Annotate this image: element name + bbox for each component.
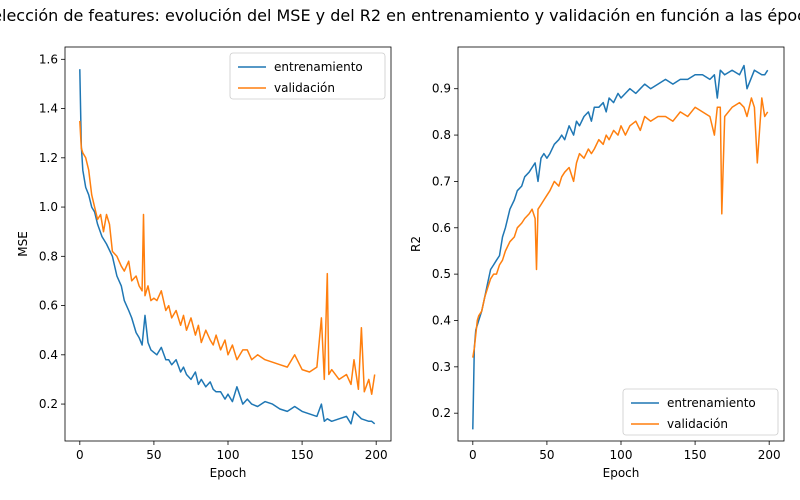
mse-xtick-label: 200 <box>365 448 388 462</box>
r2-legend-label: entrenamiento <box>667 396 756 410</box>
mse-ytick-label: 1.2 <box>39 151 58 165</box>
r2-series-line-val <box>472 97 769 358</box>
r2-legend-box <box>622 388 779 436</box>
r2-xtick-label: 200 <box>758 448 781 462</box>
mse-y-axis-label: MSE <box>16 231 30 257</box>
mse-ytick-label: 0.6 <box>39 299 58 313</box>
r2-xtick-label: 150 <box>684 448 707 462</box>
mse-xtick-label: 0 <box>76 448 84 462</box>
figure-suptitle: Selección de features: evolución del MSE… <box>0 6 800 30</box>
mse-legend-label: entrenamiento <box>274 60 363 74</box>
mse-ytick-label: 0.2 <box>39 397 58 411</box>
r2-xtick-label: 100 <box>610 448 633 462</box>
r2-ytick-label: 0.5 <box>432 267 451 281</box>
mse-x-axis-label: Epoch <box>210 466 247 480</box>
mse-legend-box <box>229 52 386 100</box>
r2-ytick-label: 0.9 <box>432 82 451 96</box>
mse-series-line-train <box>79 69 376 425</box>
mse-ytick-label: 0.4 <box>39 348 58 362</box>
r2-ytick-label: 0.3 <box>432 360 451 374</box>
mse-ytick-label: 1.6 <box>39 52 58 66</box>
r2-ytick-label: 0.8 <box>432 128 451 142</box>
r2-legend-label: validación <box>667 417 728 431</box>
r2-ytick-label: 0.2 <box>432 406 451 420</box>
mse-xtick-label: 50 <box>146 448 161 462</box>
mse-ytick-label: 1.4 <box>39 102 58 116</box>
mse-legend: entrenamiento validación <box>229 52 386 100</box>
r2-x-axis-label: Epoch <box>603 466 640 480</box>
mse-ytick-label: 0.8 <box>39 249 58 263</box>
r2-series-line-train <box>472 64 769 430</box>
mse-series-line-val <box>79 120 376 395</box>
r2-y-axis-label: R2 <box>409 236 423 252</box>
r2-ytick-label: 0.6 <box>432 221 451 235</box>
r2-legend: entrenamiento validación <box>622 388 779 436</box>
r2-xtick-label: 50 <box>539 448 554 462</box>
mse-xtick-label: 150 <box>291 448 314 462</box>
mse-ytick-label: 1.0 <box>39 200 58 214</box>
r2-ytick-label: 0.7 <box>432 174 451 188</box>
r2-ytick-label: 0.4 <box>432 313 451 327</box>
mse-xtick-label: 100 <box>217 448 240 462</box>
mse-legend-label: validación <box>274 81 335 95</box>
figure-suptitle-text: Selección de features: evolución del MSE… <box>0 6 800 25</box>
r2-xtick-label: 0 <box>469 448 477 462</box>
